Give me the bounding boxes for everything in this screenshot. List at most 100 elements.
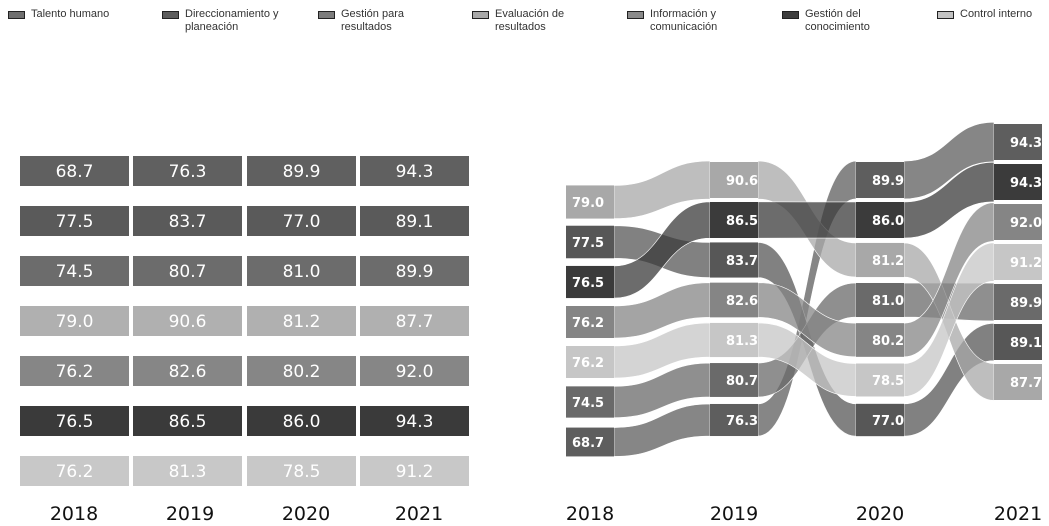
sankey-node (994, 324, 1042, 360)
cell-value: 81.0 (283, 262, 321, 282)
node-value: 74.5 (572, 396, 604, 411)
cell-value: 81.2 (283, 312, 321, 332)
sankey-node (994, 204, 1042, 240)
node-value: 76.2 (572, 356, 604, 371)
flow-band (903, 161, 995, 239)
sankey-node (856, 403, 904, 437)
cell-value: 77.5 (56, 212, 94, 232)
cell-value: 86.0 (283, 412, 321, 432)
node-value: 80.2 (872, 334, 904, 349)
cell-value: 76.2 (56, 462, 94, 482)
table-cell (133, 256, 242, 286)
sankey-node (566, 305, 614, 339)
table-cell (247, 456, 356, 486)
table-cell (20, 206, 129, 236)
node-value: 77.0 (872, 414, 904, 429)
cell-value: 87.7 (396, 312, 434, 332)
year-label: 2020 (856, 503, 904, 525)
sankey-node (856, 202, 904, 238)
year-label: 2020 (282, 503, 330, 525)
sankey-node (566, 427, 614, 457)
node-value: 86.0 (872, 214, 904, 229)
table-cell (247, 256, 356, 286)
sankey-node (566, 185, 614, 219)
sankey-node (994, 244, 1042, 280)
flow-band (903, 202, 995, 358)
node-value: 89.9 (1010, 296, 1042, 311)
legend-swatch (937, 11, 954, 19)
node-value: 90.6 (726, 174, 758, 189)
flow-band (757, 201, 857, 239)
cell-value: 77.0 (283, 212, 321, 232)
sankey-node (710, 242, 758, 278)
sankey-node (994, 164, 1042, 200)
cell-value: 94.3 (396, 162, 434, 182)
node-value: 68.7 (572, 436, 604, 451)
node-value: 83.7 (726, 254, 758, 269)
node-value: 77.5 (572, 236, 604, 251)
year-label: 2018 (566, 503, 614, 525)
table-cell (20, 156, 129, 186)
node-value: 81.0 (872, 294, 904, 309)
node-value: 76.3 (726, 414, 758, 429)
node-value: 76.5 (572, 276, 604, 291)
cell-value: 89.1 (396, 212, 434, 232)
table-cell (360, 206, 469, 236)
year-label: 2021 (994, 503, 1042, 525)
flow-band (613, 160, 711, 219)
sankey-node (710, 202, 758, 238)
legend-item: Gestión para resultados (318, 8, 404, 34)
node-value: 78.5 (872, 374, 904, 389)
sankey-node (994, 364, 1042, 400)
node-value: 94.3 (1010, 136, 1042, 151)
sankey-node (566, 386, 614, 418)
node-value: 76.2 (572, 316, 604, 331)
cell-value: 92.0 (396, 362, 434, 382)
legend-item: Control interno (937, 8, 1032, 21)
table-cell (133, 456, 242, 486)
legend-swatch (782, 11, 799, 19)
sankey-node (856, 162, 904, 198)
table-cell (247, 306, 356, 336)
legend-item: Talento humano (8, 8, 109, 21)
cell-value: 83.7 (169, 212, 207, 232)
sankey-node (856, 282, 904, 318)
flow-band (757, 282, 857, 358)
legend-swatch (627, 11, 644, 19)
year-label: 2019 (166, 503, 214, 525)
cell-value: 68.7 (56, 162, 94, 182)
sankey-node (856, 363, 904, 397)
node-value: 80.7 (726, 374, 758, 389)
node-value: 91.2 (1010, 256, 1042, 271)
table-cell (247, 206, 356, 236)
legend-swatch (472, 11, 489, 19)
cell-value: 79.0 (56, 312, 94, 332)
table-cell (247, 356, 356, 386)
cell-value: 78.5 (283, 462, 321, 482)
node-value: 94.3 (1010, 176, 1042, 191)
chart-legend: Talento humano Direccionamiento y planea… (0, 0, 1049, 50)
cell-value: 82.6 (169, 362, 207, 382)
legend-swatch (318, 11, 335, 19)
table-cell (20, 456, 129, 486)
table-cell (133, 206, 242, 236)
table-cell (360, 356, 469, 386)
cell-value: 90.6 (169, 312, 207, 332)
table-cell (360, 306, 469, 336)
sankey-node (710, 403, 758, 437)
sankey-node (856, 242, 904, 278)
legend-label: Talento humano (31, 8, 110, 20)
table-cell (360, 406, 469, 436)
sankey-node (710, 282, 758, 318)
sankey-node (566, 345, 614, 379)
cell-value: 94.3 (396, 412, 434, 432)
table-cell (20, 256, 129, 286)
year-label: 2018 (50, 503, 98, 525)
table-cell (133, 406, 242, 436)
sankey-node (710, 162, 758, 198)
legend-label: Gestión para resultados (341, 8, 404, 33)
table-cell (20, 356, 129, 386)
legend-item: Información y comunicación (627, 8, 717, 34)
table-cell (360, 256, 469, 286)
sankey-node (994, 284, 1042, 320)
